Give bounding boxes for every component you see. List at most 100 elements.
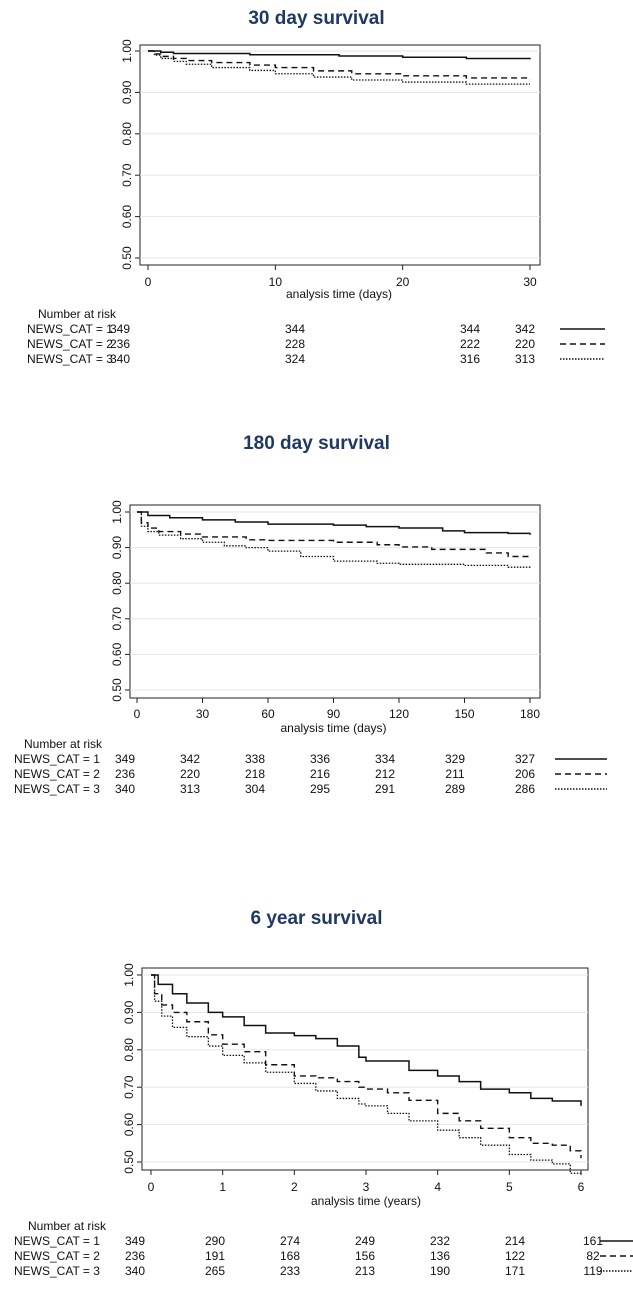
x-tick-label: 4 xyxy=(434,1180,441,1194)
risk-value: 344 xyxy=(460,322,480,336)
x-tick-label: 10 xyxy=(269,275,283,289)
risk-value: 220 xyxy=(515,337,535,351)
y-tick-label: 0.70 xyxy=(110,607,124,631)
risk-value: 233 xyxy=(280,1264,300,1278)
y-tick-label: 0.70 xyxy=(122,1075,136,1099)
x-tick-label: 1 xyxy=(219,1180,226,1194)
risk-value: 295 xyxy=(310,782,330,796)
risk-row-label: NEWS_CAT = 1 xyxy=(14,752,100,766)
chart-panel-30day: 30 day survival 0.50 0.60 0.70 0.80 0.90 1.00… xyxy=(0,0,633,400)
x-tick-label: 0 xyxy=(134,707,141,721)
risk-value: 220 xyxy=(180,767,200,781)
y-tick-label: 0.70 xyxy=(120,163,134,187)
risk-value: 171 xyxy=(505,1264,525,1278)
risk-value: 222 xyxy=(460,337,480,351)
risk-value: 290 xyxy=(205,1234,225,1248)
risk-value: 122 xyxy=(505,1249,525,1263)
risk-value: 213 xyxy=(355,1264,375,1278)
y-tick-label: 0.90 xyxy=(110,536,124,560)
y-tick-label: 1.00 xyxy=(120,39,134,63)
chart-svg-30day: 0.50 0.60 0.70 0.80 0.90 1.00 0 10 20 30 analysis … xyxy=(27,39,605,366)
y-tick-label: 0.60 xyxy=(110,642,124,666)
risk-row-label: NEWS_CAT = 1 xyxy=(27,322,113,336)
survival-curve-dashed xyxy=(137,511,531,559)
chart-svg-6year: 0.50 0.60 0.70 0.80 0.90 1.00 0 1 2 3 4 5 6 analysis … xyxy=(14,963,633,1278)
risk-value: 349 xyxy=(115,752,135,766)
risk-value: 336 xyxy=(310,752,330,766)
risk-value: 212 xyxy=(375,767,395,781)
x-tick-label: 0 xyxy=(145,275,152,289)
risk-value: 342 xyxy=(515,322,535,336)
x-tick-label: 150 xyxy=(454,707,474,721)
risk-value: 340 xyxy=(125,1264,145,1278)
y-tick-label: 0.80 xyxy=(120,122,134,146)
risk-value: 329 xyxy=(445,752,465,766)
chart-title: 30 day survival xyxy=(248,8,385,29)
risk-value: 214 xyxy=(505,1234,525,1248)
x-tick-label: 3 xyxy=(363,1180,370,1194)
plot-frame xyxy=(129,504,541,699)
risk-table-header: Number at risk xyxy=(24,737,103,751)
chart-title: 180 day survival xyxy=(243,433,390,454)
y-tick-label: 0.50 xyxy=(110,678,124,702)
y-tick-label: 0.50 xyxy=(120,246,134,270)
risk-value: 236 xyxy=(115,767,135,781)
risk-value: 316 xyxy=(460,352,480,366)
survival-curve-dashed xyxy=(151,974,582,1159)
x-tick-label: 2 xyxy=(291,1180,298,1194)
chart-panel-6year: 6 year survival 0.50 0.60 0.70 0.80 0.90 1.00… xyxy=(0,900,633,1300)
risk-table-header: Number at risk xyxy=(38,307,117,321)
y-tick-label: 0.80 xyxy=(110,571,124,595)
risk-value: 119 xyxy=(583,1264,602,1278)
y-tick-label: 1.00 xyxy=(122,963,136,987)
risk-value: 216 xyxy=(310,767,330,781)
risk-value: 82 xyxy=(586,1249,600,1263)
survival-curve-solid xyxy=(148,50,531,60)
risk-row-label: NEWS_CAT = 1 xyxy=(14,1234,100,1248)
survival-curve-solid xyxy=(137,511,531,535)
risk-row-label: NEWS_CAT = 3 xyxy=(14,782,100,796)
y-tick-label: 0.50 xyxy=(122,1150,136,1174)
risk-value: 236 xyxy=(110,337,130,351)
y-tick-label: 0.80 xyxy=(122,1038,136,1062)
risk-value: 236 xyxy=(125,1249,145,1263)
y-tick-label: 1.00 xyxy=(110,500,124,524)
risk-value: 161 xyxy=(583,1234,603,1248)
chart-svg-180day: 0.50 0.60 0.70 0.80 0.90 1.00 0 30 60 90 120 150 180… xyxy=(14,500,607,796)
risk-value: 228 xyxy=(285,337,305,351)
x-tick-label: 90 xyxy=(327,707,341,721)
survival-curve-dotted xyxy=(151,974,582,1176)
risk-value: 274 xyxy=(280,1234,300,1248)
chart-title: 6 year survival xyxy=(250,908,383,929)
risk-value: 218 xyxy=(245,767,265,781)
risk-value: 190 xyxy=(430,1264,450,1278)
risk-value: 324 xyxy=(285,352,305,366)
risk-value: 344 xyxy=(285,322,305,336)
risk-value: 265 xyxy=(205,1264,225,1278)
risk-value: 136 xyxy=(430,1249,450,1263)
risk-row-label: NEWS_CAT = 2 xyxy=(14,767,100,781)
risk-value: 340 xyxy=(110,352,130,366)
risk-value: 191 xyxy=(205,1249,225,1263)
risk-value: 349 xyxy=(110,322,130,336)
x-tick-label: 30 xyxy=(523,275,537,289)
risk-value: 340 xyxy=(115,782,135,796)
risk-value: 334 xyxy=(375,752,395,766)
risk-value: 232 xyxy=(430,1234,450,1248)
x-tick-label: 20 xyxy=(396,275,410,289)
risk-value: 286 xyxy=(515,782,535,796)
risk-value: 342 xyxy=(180,752,200,766)
risk-value: 249 xyxy=(355,1234,375,1248)
risk-table-header: Number at risk xyxy=(28,1219,107,1233)
x-tick-label: 0 xyxy=(148,1180,155,1194)
survival-curve-dashed xyxy=(148,50,531,80)
risk-value: 349 xyxy=(125,1234,145,1248)
x-axis-label: analysis time (days) xyxy=(286,287,392,301)
risk-value: 168 xyxy=(280,1249,300,1263)
risk-value: 206 xyxy=(515,767,535,781)
risk-row-label: NEWS_CAT = 3 xyxy=(14,1264,100,1278)
risk-value: 291 xyxy=(375,782,395,796)
x-tick-label: 120 xyxy=(389,707,409,721)
risk-value: 313 xyxy=(180,782,200,796)
y-tick-label: 0.60 xyxy=(122,1113,136,1137)
